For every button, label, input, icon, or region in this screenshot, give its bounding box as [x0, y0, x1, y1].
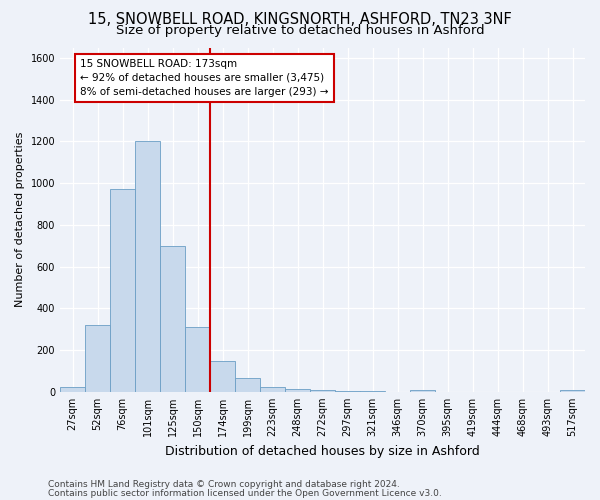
Bar — [335, 391, 360, 392]
Bar — [360, 391, 385, 392]
Bar — [110, 190, 135, 392]
Bar — [235, 378, 260, 392]
Text: Contains public sector information licensed under the Open Government Licence v3: Contains public sector information licen… — [48, 489, 442, 498]
Bar — [60, 386, 85, 392]
Bar — [260, 386, 285, 392]
Bar — [310, 390, 335, 392]
Text: Size of property relative to detached houses in Ashford: Size of property relative to detached ho… — [116, 24, 484, 37]
Text: 15, SNOWBELL ROAD, KINGSNORTH, ASHFORD, TN23 3NF: 15, SNOWBELL ROAD, KINGSNORTH, ASHFORD, … — [88, 12, 512, 28]
Bar — [410, 390, 435, 392]
Bar — [185, 327, 210, 392]
Bar — [560, 390, 585, 392]
X-axis label: Distribution of detached houses by size in Ashford: Distribution of detached houses by size … — [165, 444, 480, 458]
Text: 15 SNOWBELL ROAD: 173sqm
← 92% of detached houses are smaller (3,475)
8% of semi: 15 SNOWBELL ROAD: 173sqm ← 92% of detach… — [80, 59, 329, 97]
Text: Contains HM Land Registry data © Crown copyright and database right 2024.: Contains HM Land Registry data © Crown c… — [48, 480, 400, 489]
Bar — [210, 360, 235, 392]
Bar — [85, 325, 110, 392]
Y-axis label: Number of detached properties: Number of detached properties — [15, 132, 25, 308]
Bar — [160, 246, 185, 392]
Bar — [135, 142, 160, 392]
Bar — [285, 388, 310, 392]
